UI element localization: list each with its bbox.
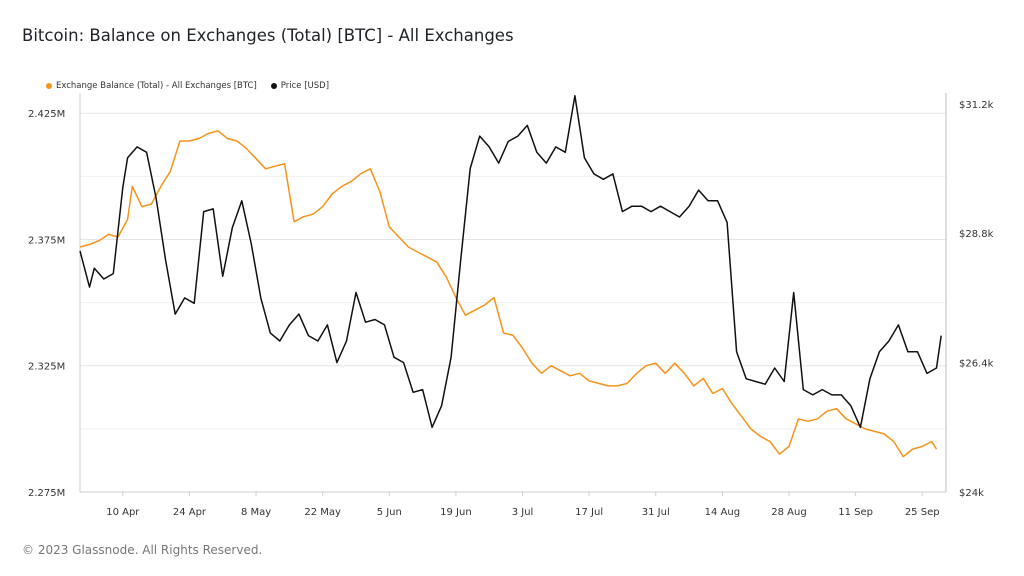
y-right-tick-label: $26.4k <box>959 359 994 370</box>
x-tick-label: 24 Apr <box>173 507 207 518</box>
y-left-tick-label: 2.375M <box>28 235 65 246</box>
legend-swatch-balance <box>46 83 52 89</box>
legend-label-balance: Exchange Balance (Total) - All Exchanges… <box>56 81 257 91</box>
x-tick-label: 28 Aug <box>771 507 806 518</box>
x-tick-label: 22 May <box>304 507 341 518</box>
series-line-price <box>79 94 942 429</box>
y-right-tick-label: $31.2k <box>959 100 994 111</box>
x-tick-label: 5 Jun <box>377 507 402 518</box>
y-left-tick-label: 2.325M <box>28 362 65 373</box>
x-tick-label: 25 Sep <box>905 507 940 518</box>
chart-legend: Exchange Balance (Total) - All Exchanges… <box>46 81 329 91</box>
y-right-tick-label: $24k <box>959 488 984 499</box>
x-tick-label: 11 Sep <box>838 507 873 518</box>
x-tick-label: 8 May <box>241 507 271 518</box>
x-tick-label: 3 Jul <box>512 507 534 518</box>
legend-label-price: Price [USD] <box>280 81 330 91</box>
x-tick-label: 19 Jun <box>440 507 472 518</box>
legend-item-balance[interactable]: Exchange Balance (Total) - All Exchanges… <box>46 81 257 91</box>
y-right-tick-label: $28.8k <box>959 229 994 240</box>
copyright-footer: © 2023 Glassnode. All Rights Reserved. <box>22 543 263 557</box>
x-tick-label: 14 Aug <box>705 507 740 518</box>
x-tick-label: 31 Jul <box>642 507 670 518</box>
y-left-tick-label: 2.275M <box>28 488 65 499</box>
legend-item-price[interactable]: Price [USD] <box>270 81 330 91</box>
series-line-exchange-balance <box>79 130 938 458</box>
chart-title: Bitcoin: Balance on Exchanges (Total) [B… <box>22 26 514 45</box>
y-left-tick-label: 2.425M <box>28 109 65 120</box>
x-tick-label: 10 Apr <box>106 507 140 518</box>
legend-swatch-price <box>270 83 277 89</box>
x-tick-label: 17 Jul <box>575 507 603 518</box>
